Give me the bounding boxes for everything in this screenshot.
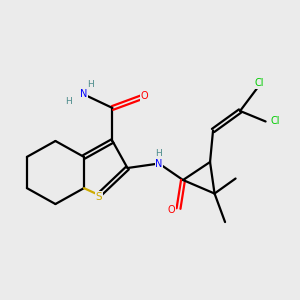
Text: O: O: [141, 91, 148, 101]
Text: N: N: [155, 158, 163, 169]
Text: H: H: [87, 80, 94, 89]
Text: Cl: Cl: [255, 78, 264, 88]
Text: H: H: [65, 97, 72, 106]
Text: O: O: [167, 205, 175, 215]
Text: N: N: [80, 89, 88, 100]
Text: Cl: Cl: [271, 116, 280, 127]
Text: H: H: [155, 149, 162, 158]
Text: S: S: [96, 192, 102, 202]
